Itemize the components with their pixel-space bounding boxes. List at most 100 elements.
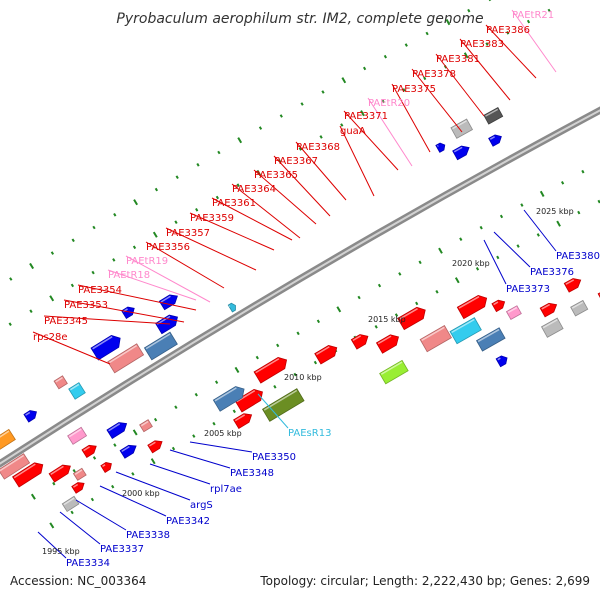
tick-dot: [467, 8, 471, 13]
feature-cds: [379, 359, 409, 385]
feature-cds: [314, 345, 338, 365]
leader-line: [211, 197, 293, 241]
leader-line: [367, 97, 413, 167]
leader-line: [485, 24, 537, 79]
leader-line: [149, 463, 211, 485]
feature-cds: [540, 317, 564, 338]
leader-line: [99, 485, 167, 517]
tick-dot: [496, 255, 500, 260]
tick-dot: [131, 472, 135, 476]
gene-label: PAE3354: [78, 285, 122, 296]
feature-cds: [155, 314, 178, 335]
tick-dot: [195, 207, 199, 212]
tick-dot: [475, 267, 480, 271]
leader-line: [37, 531, 67, 559]
tick-dot: [154, 187, 159, 192]
feature-cds: [0, 453, 31, 480]
feature-cds: [68, 382, 86, 400]
features: [0, 107, 600, 513]
feature-cds: [0, 428, 16, 453]
leader-line: [391, 83, 431, 153]
leader-line: [63, 299, 185, 323]
feature-cds: [253, 357, 288, 384]
tick-dot: [279, 114, 283, 118]
feature-cds: [456, 294, 488, 320]
tick-dot: [277, 159, 282, 163]
leader-line: [115, 471, 191, 501]
leader-line: [189, 212, 275, 251]
leader-line: [459, 38, 511, 101]
gene-label: PAE3376: [530, 267, 574, 278]
tick-dot: [90, 497, 95, 502]
leader-line: [257, 393, 289, 429]
tick-dot: [52, 481, 56, 486]
gene-label: PAE3380: [556, 251, 600, 262]
tick-dot: [175, 175, 179, 180]
tick-dot: [29, 262, 35, 270]
tick-dot: [561, 181, 565, 185]
gene-label: PAE3357: [166, 228, 210, 239]
leader-line: [231, 183, 301, 239]
feature-cds: [119, 444, 137, 459]
tick-dot: [479, 225, 483, 230]
gene-label: PAE3381: [436, 54, 480, 65]
leader-line: [43, 315, 171, 325]
tick-dots: [8, 0, 600, 529]
feature-cds: [449, 317, 482, 345]
gene-label: PAEtR19: [126, 256, 168, 267]
gene-label: PAE3342: [166, 516, 210, 527]
feature-cds: [435, 142, 446, 153]
kbp-tick-label: 2020 kbp: [452, 259, 490, 268]
feature-cds: [147, 440, 163, 454]
feature-cds: [450, 118, 474, 139]
gene-label: PAE3367: [274, 156, 318, 167]
leader-line: [253, 169, 317, 225]
tick-dot: [577, 210, 581, 215]
tick-dot: [438, 247, 443, 254]
tick-dot: [293, 372, 297, 377]
leader-line: [483, 239, 507, 285]
tick-dot: [415, 301, 419, 306]
tick-dot: [383, 54, 388, 59]
tick-dot: [232, 409, 236, 414]
tick-dot: [360, 110, 365, 117]
gene-label: PAE3368: [296, 142, 340, 153]
gene-label: PAE3375: [392, 84, 436, 95]
tick-dot: [300, 102, 304, 106]
label-texts: rps28e PAE3345 PAE3353 PAE3354 PAEtR18 PAEtR1…: [33, 10, 600, 569]
feature-cds: [71, 482, 85, 494]
leader-line: [273, 155, 331, 217]
tick-dot: [362, 66, 367, 71]
label-leaders: [32, 9, 557, 559]
tick-dot: [506, 31, 510, 35]
leader-line: [189, 441, 253, 453]
tick-dot: [113, 443, 117, 447]
tick-dot: [425, 31, 429, 36]
leader-line: [435, 53, 485, 117]
feature-cds: [570, 299, 589, 317]
feature-cds: [72, 467, 87, 481]
kbp-tick-label: 2005 kbp: [204, 429, 242, 438]
tick-dot: [336, 306, 342, 313]
feature-cds: [539, 302, 558, 318]
tick-dot: [316, 319, 321, 324]
leader-line: [295, 141, 347, 201]
tick-dot: [153, 417, 158, 422]
feature-cds: [107, 343, 145, 374]
gene-label: PAE3334: [66, 558, 110, 569]
tick-dot: [547, 8, 551, 13]
tick-dot: [174, 405, 178, 410]
tick-dot: [8, 322, 12, 327]
gene-label: rpl7ae: [210, 484, 242, 495]
leader-line: [107, 269, 197, 301]
tick-dot: [381, 99, 385, 104]
tick-dot: [212, 421, 216, 426]
tick-dot: [113, 212, 117, 217]
gene-label: PAE3338: [126, 530, 170, 541]
gene-label: PAE3373: [506, 284, 550, 295]
feature-cds: [48, 464, 71, 483]
tick-dot: [49, 295, 55, 302]
tick-dot: [374, 325, 378, 329]
tick-dot: [404, 43, 408, 47]
tick-dot: [423, 76, 427, 81]
